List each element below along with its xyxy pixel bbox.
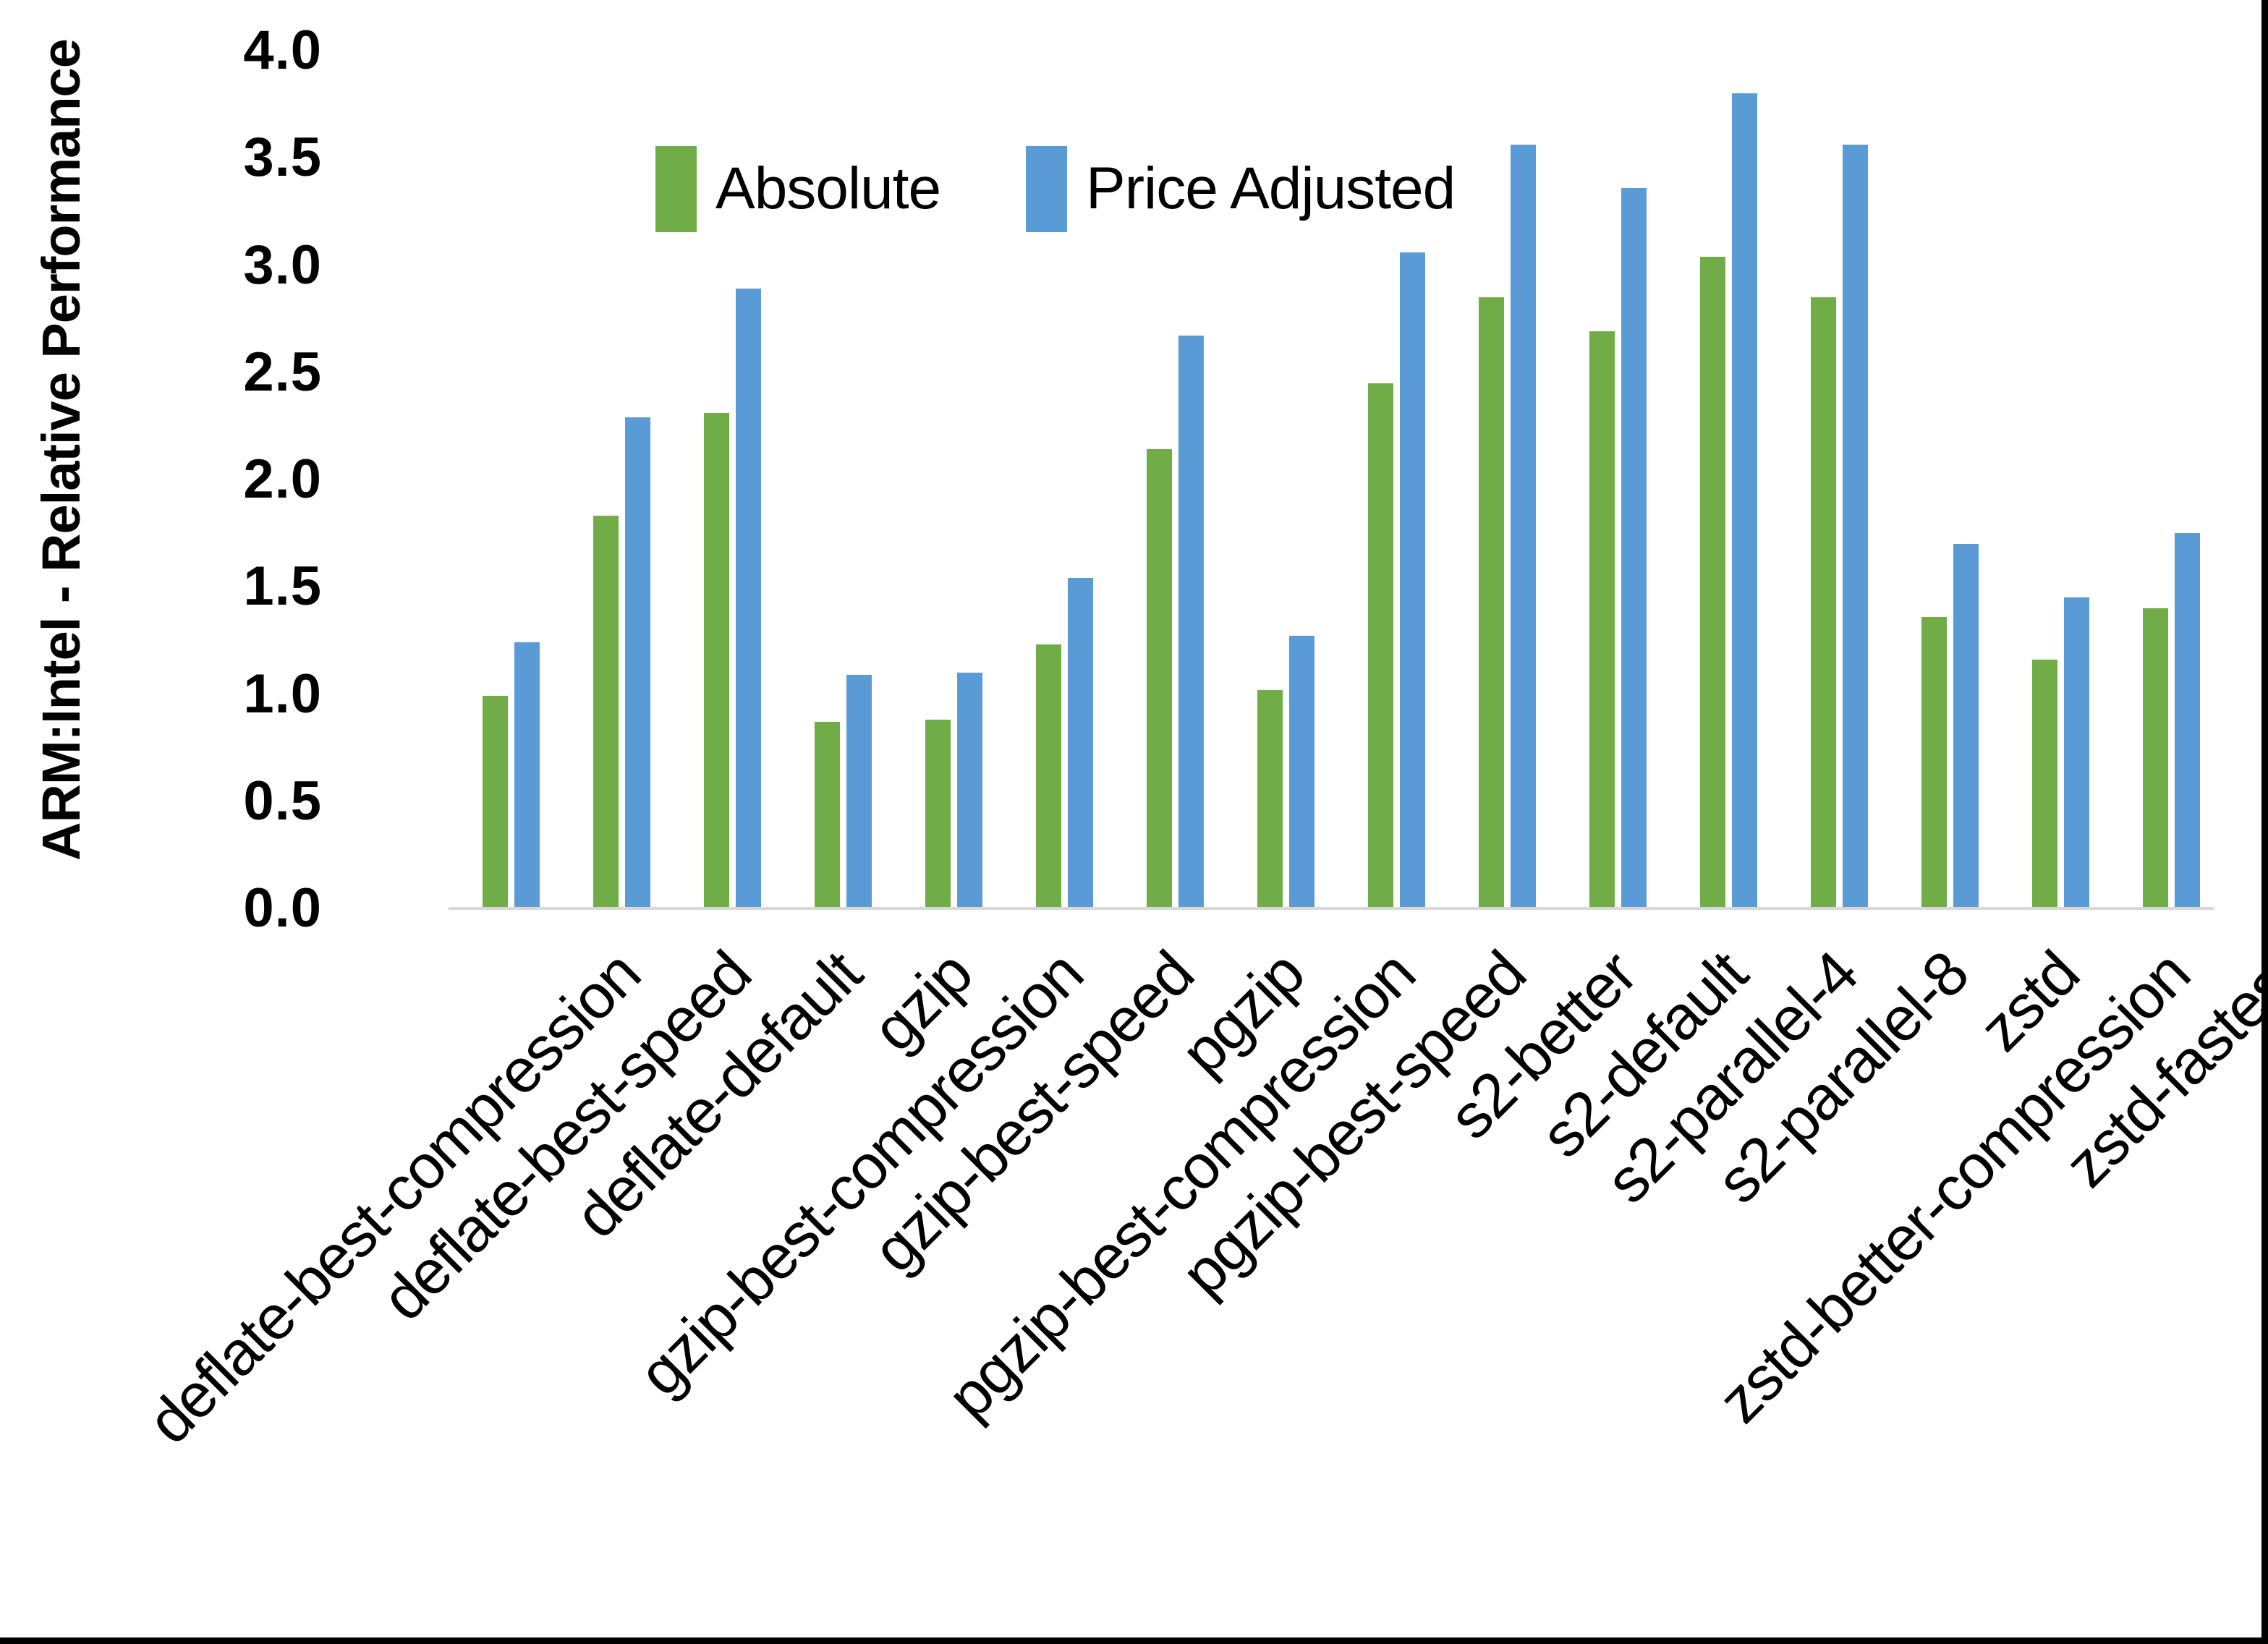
bar-absolute-pgzip-best-speed [1368, 383, 1393, 908]
bar-price-adjusted-zstd [1953, 544, 1979, 908]
screenshot-border-right [2261, 0, 2268, 1644]
y-tick-label-0.5: 0.5 [243, 770, 322, 832]
legend-item-price-adjusted: Price Adjusted [1026, 145, 1456, 233]
price-adjusted-series-swatch-icon [1026, 145, 1067, 232]
bar-absolute-deflate-best-speed [593, 516, 619, 908]
y-tick-label-1.5: 1.5 [243, 555, 322, 618]
bar-absolute-deflate-best-compression [483, 696, 508, 908]
legend-item-absolute: Absolute [655, 145, 941, 233]
bar-price-adjusted-s2-better [1511, 145, 1536, 908]
bar-absolute-pgzip [1147, 449, 1172, 908]
bar-price-adjusted-s2-parallel-4 [1732, 93, 1757, 908]
y-tick-label-3.5: 3.5 [243, 127, 322, 189]
bar-absolute-s2-default [1589, 331, 1615, 908]
bar-price-adjusted-deflate-best-speed [625, 417, 650, 908]
bar-absolute-deflate-default [704, 413, 729, 908]
bar-price-adjusted-gzip-best-speed [1068, 578, 1093, 908]
bar-absolute-gzip [815, 722, 840, 908]
bar-price-adjusted-pgzip [1178, 336, 1204, 908]
bar-price-adjusted-gzip-best-compression [957, 673, 982, 908]
bar-price-adjusted-gzip [846, 675, 872, 908]
bar-absolute-zstd-better-compression [2032, 660, 2057, 908]
bar-absolute-s2-parallel-8 [1811, 297, 1836, 908]
bar-price-adjusted-s2-parallel-8 [1843, 145, 1868, 908]
bar-absolute-zstd-fastest [2143, 608, 2168, 908]
bar-price-adjusted-pgzip-best-compression [1289, 636, 1314, 908]
bar-absolute-s2-parallel-4 [1700, 257, 1725, 908]
bar-price-adjusted-deflate-best-compression [514, 642, 540, 908]
x-axis-line [449, 907, 2214, 910]
y-tick-label-1.0: 1.0 [243, 663, 322, 725]
screenshot-border-bottom [0, 1637, 2268, 1644]
bar-absolute-zstd [1921, 617, 1947, 908]
y-tick-label-2.5: 2.5 [243, 341, 322, 403]
bar-absolute-gzip-best-compression [925, 720, 951, 908]
bar-price-adjusted-pgzip-best-speed [1400, 252, 1425, 908]
absolute-series-swatch-icon [655, 145, 697, 232]
y-tick-label-4.0: 4.0 [243, 20, 322, 81]
plot-area [449, 51, 2214, 908]
bar-price-adjusted-zstd-better-compression [2064, 597, 2089, 908]
legend-label-price-adjusted: Price Adjusted [1086, 156, 1456, 221]
y-tick-label-2.0: 2.0 [243, 448, 322, 510]
bar-price-adjusted-zstd-fastest [2175, 533, 2200, 908]
bar-price-adjusted-s2-default [1621, 188, 1647, 908]
legend-label-absolute: Absolute [715, 156, 941, 221]
bar-absolute-s2-better [1479, 297, 1504, 908]
bar-price-adjusted-deflate-default [736, 289, 761, 908]
bar-absolute-pgzip-best-compression [1257, 690, 1283, 908]
bar-absolute-gzip-best-speed [1036, 644, 1061, 908]
y-tick-label-0.0: 0.0 [243, 877, 322, 939]
y-tick-label-3.0: 3.0 [243, 234, 322, 296]
y-axis-title: ARM:Intel - Relative Performance [31, 39, 91, 861]
